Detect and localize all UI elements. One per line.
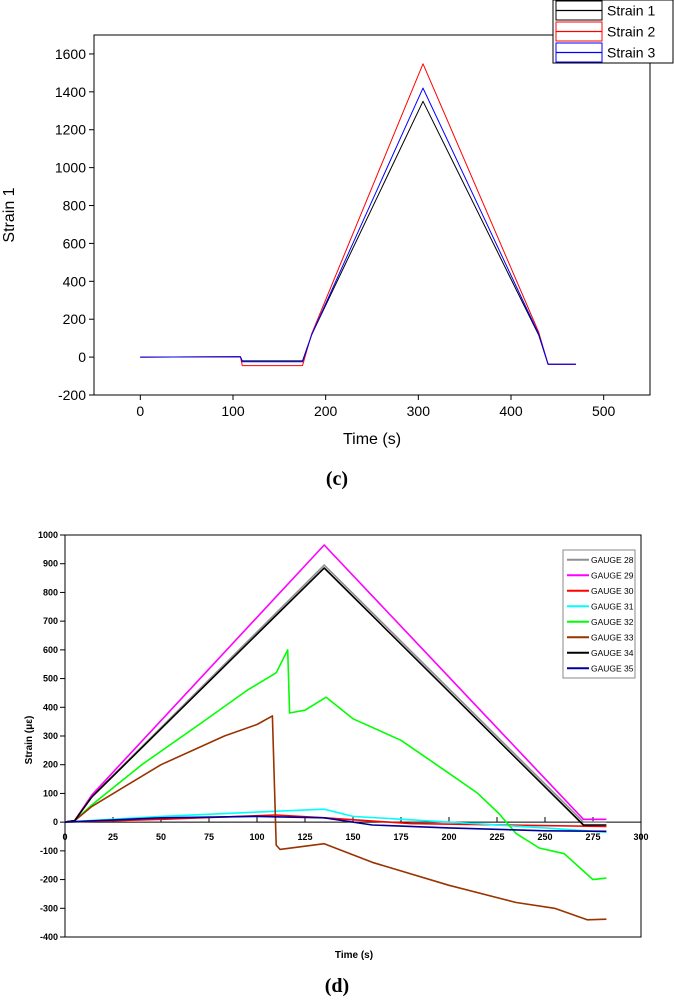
chart-c-x-axis-label: Time (s) [343,431,401,448]
chart-c-series-strain-3 [140,87,576,365]
chart-d-x-axis-label: Time (s) [335,950,373,961]
chart-d-x-tick-label: 0 [62,832,67,842]
chart-d-x-tick-label: 300 [633,832,648,842]
chart-d-series-gauge-28 [64,564,607,823]
chart-d-series-gauge-33 [64,715,607,921]
chart-d-x-tick-label: 150 [345,832,360,842]
chart-c-panel-label: (c) [326,468,348,490]
chart-c-x-tick-label: 0 [136,403,144,419]
chart-c-y-tick-label: 1600 [55,46,86,62]
chart-c-y-tick-label: 600 [63,235,87,251]
chart-d-legend-label-gauge-31: GAUGE 31 [591,601,634,611]
chart-d-x-tick-label: 25 [108,832,118,842]
chart-c-x-tick-label: 400 [499,403,523,419]
chart-d-x-tick-label: 100 [249,832,264,842]
chart-c-y-tick-label: 1400 [55,84,86,100]
chart-d-y-axis-label: Strain (με) [24,716,35,765]
chart-d-series-gauge-32 [64,649,607,881]
chart-d-x-tick-label: 275 [585,832,600,842]
chart-d-y-tick-label: 700 [43,616,58,626]
chart-d-legend-label-gauge-35: GAUGE 35 [591,663,634,673]
chart-d: 0 25 50 75 100 125 150 175 200 225 250 275 300 -400 -3… [24,530,649,997]
chart-c-legend: Strain 1 Strain 2 Strain 3 [552,0,674,64]
chart-d-y-tick-label: 800 [43,587,58,597]
chart-d-y-tick-label: 900 [43,559,58,569]
chart-d-legend-label-gauge-30: GAUGE 30 [591,586,634,596]
chart-d-x-tick-label: 250 [537,832,552,842]
chart-d-y-tick-label: 0 [53,817,58,827]
chart-c-y-tick-label: 200 [63,311,87,327]
chart-d-legend-label-gauge-33: GAUGE 33 [591,632,634,642]
chart-c-x-tick-label: 200 [314,403,338,419]
chart-d-x-tick-label: 125 [297,832,312,842]
chart-d-y-tick-label: 400 [43,702,58,712]
chart-c-legend-label-strain-2: Strain 2 [607,24,655,40]
chart-d-y-tick-label: 100 [43,788,58,798]
chart-d-y-tick-label: 300 [43,731,58,741]
chart-d-legend: GAUGE 28 GAUGE 29 GAUGE 30 GAUGE 31 GAUGE 32… [562,549,636,679]
chart-d-legend-label-gauge-29: GAUGE 29 [591,570,634,580]
chart-d-x-tick-label: 225 [489,832,504,842]
chart-d-x-tick-label: 200 [441,832,456,842]
chart-d-x-tick-label: 175 [393,832,408,842]
chart-c: 0 100 200 300 400 500 -200 0 200 400 600 800 1000 120… [1,0,674,490]
chart-c-x-tick-label: 500 [592,403,616,419]
chart-c-series-strain-2 [140,63,576,367]
chart-c-x-tick-label: 100 [221,403,245,419]
chart-d-series-gauge-35 [64,815,607,833]
chart-d-y-tick-label: -400 [40,932,58,942]
chart-d-series-gauge-31 [64,808,607,833]
chart-d-legend-label-gauge-32: GAUGE 32 [591,617,634,627]
chart-d-panel-label: (d) [325,975,349,997]
chart-c-legend-label-strain-3: Strain 3 [607,45,655,61]
chart-c-plot-frame [93,34,651,396]
chart-d-legend-label-gauge-34: GAUGE 34 [591,648,634,658]
chart-c-y-tick-label: -200 [58,387,86,403]
chart-d-series-gauge-34 [64,567,607,826]
chart-c-y-tick-label: 0 [78,349,86,365]
chart-d-x-tick-label: 75 [204,832,214,842]
chart-d-y-tick-label: -300 [40,903,58,913]
chart-d-y-tick-label: 200 [43,760,58,770]
chart-d-y-tick-label: 500 [43,674,58,684]
chart-d-x-tick-label: 50 [156,832,166,842]
chart-c-y-tick-label: 1000 [55,160,86,176]
chart-d-series-gauge-29 [64,544,607,823]
chart-d-y-tick-label: 1000 [38,530,58,540]
chart-d-y-tick-label: -100 [40,846,58,856]
chart-c-y-tick-label: 800 [63,198,87,214]
chart-c-x-tick-label: 300 [407,403,431,419]
chart-d-y-tick-label: 600 [43,645,58,655]
chart-d-legend-label-gauge-28: GAUGE 28 [591,555,634,565]
chart-c-y-axis-label: Strain 1 [1,187,18,242]
chart-c-y-tick-label: 1200 [55,122,86,138]
chart-d-y-tick-label: -200 [40,875,58,885]
chart-d-legend-box [562,549,636,679]
chart-c-y-tick-label: 400 [63,273,87,289]
chart-c-legend-label-strain-1: Strain 1 [607,3,655,19]
